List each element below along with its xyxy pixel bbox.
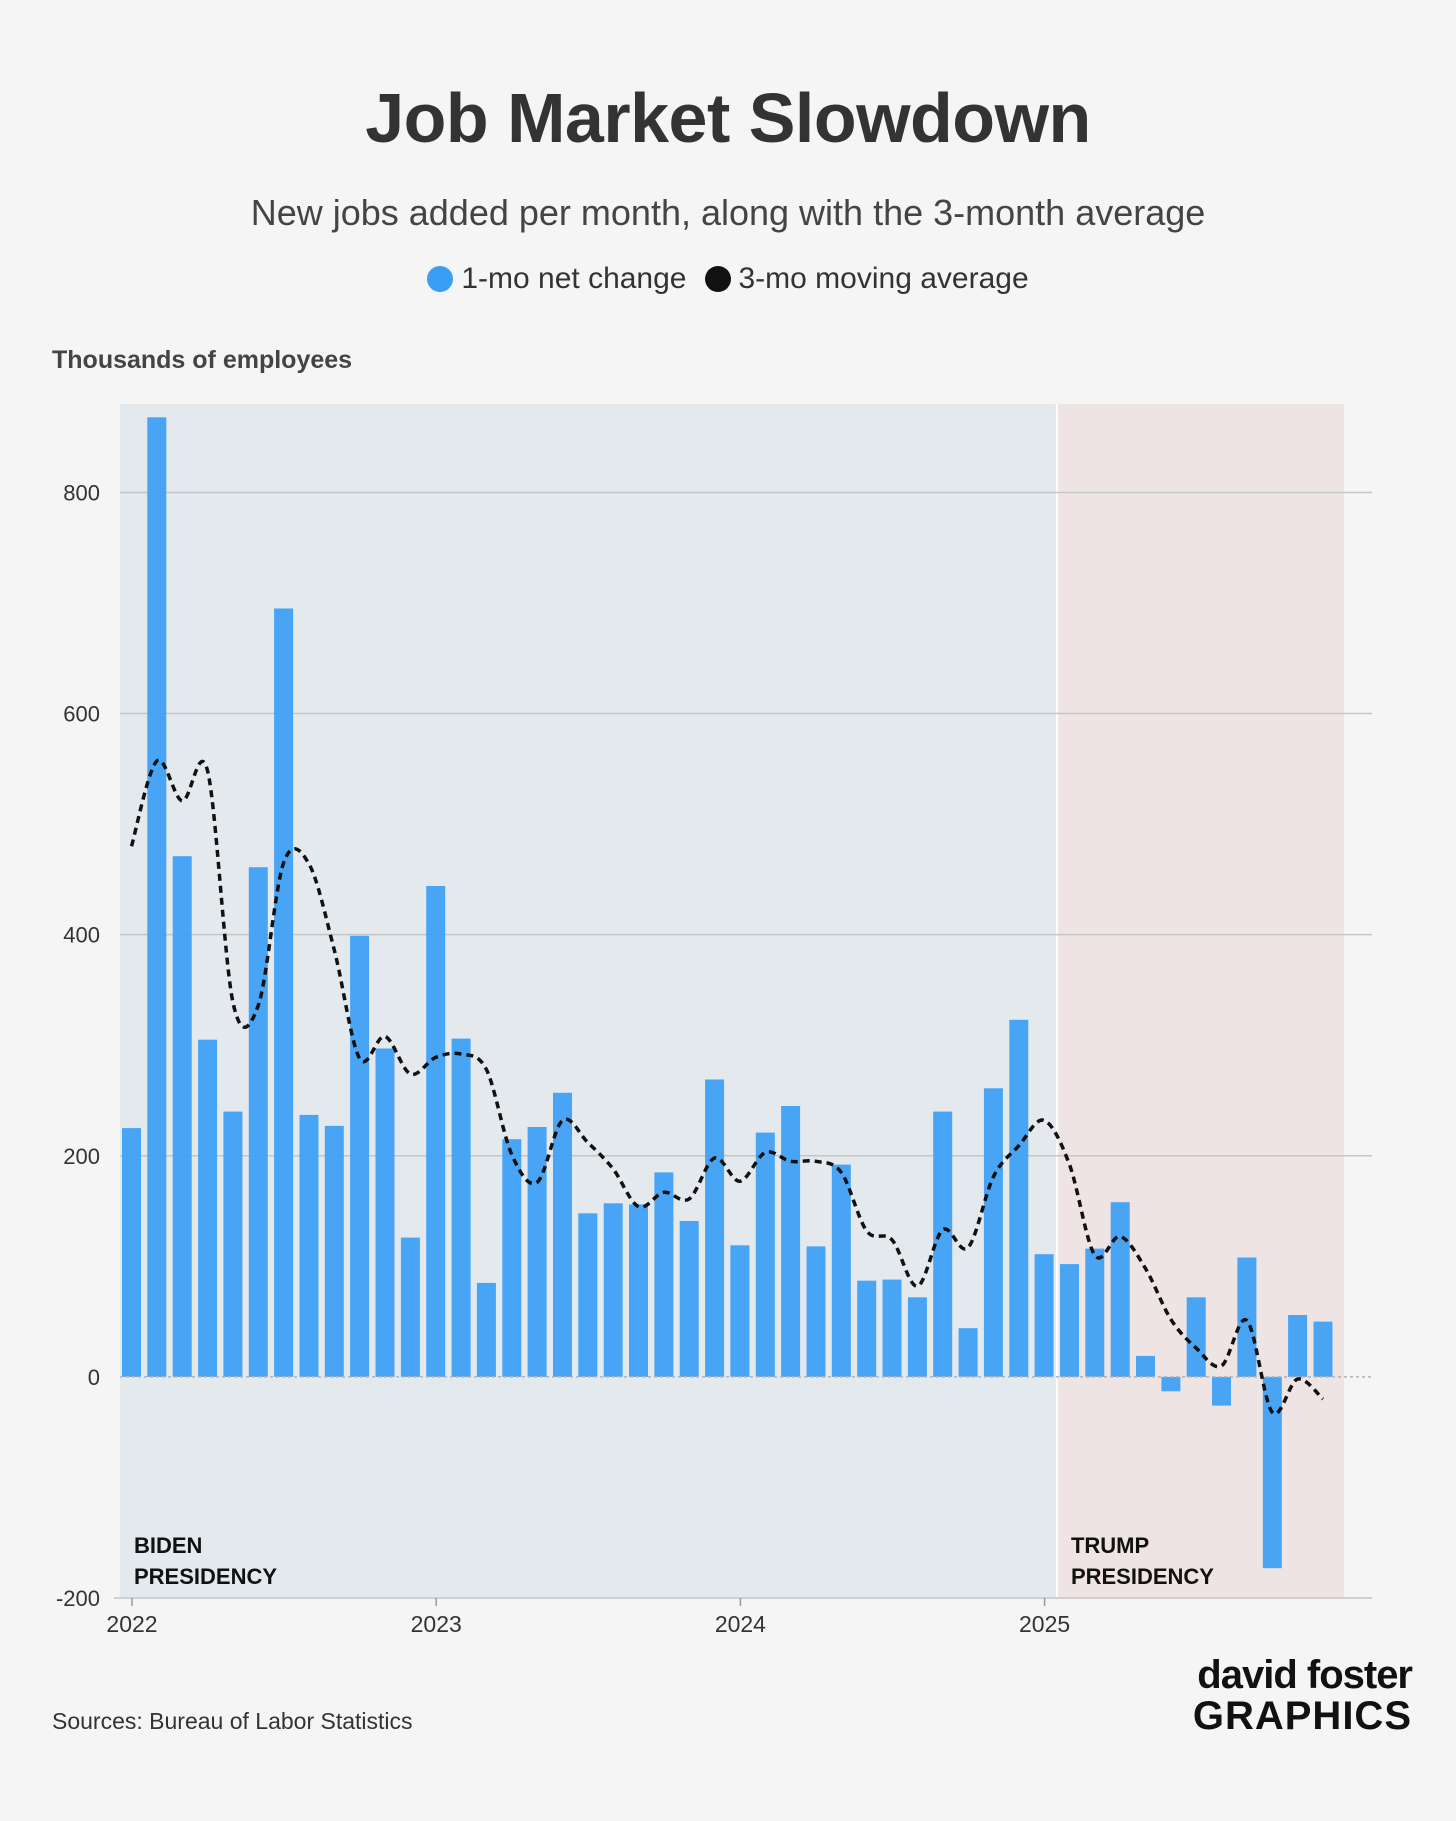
bar-2025-06	[1161, 1376, 1181, 1392]
bar-2024-11	[983, 1088, 1003, 1377]
source-note: Sources: Bureau of Labor Statistics	[52, 1708, 413, 1734]
bar-2022-07	[274, 608, 294, 1377]
bar-2022-10	[350, 935, 370, 1377]
legend-line-swatch	[704, 266, 731, 292]
bar-2025-03	[1085, 1248, 1105, 1377]
bar-2025-12	[1313, 1321, 1333, 1377]
bar-2023-02	[451, 1038, 471, 1377]
bar-2023-06	[553, 1092, 572, 1377]
y-tick-label-0: 0	[88, 1365, 100, 1390]
bar-2024-09	[933, 1111, 953, 1377]
bar-2022-11	[375, 1048, 395, 1377]
bar-2022-12	[400, 1237, 420, 1377]
bar-2025-10	[1262, 1376, 1282, 1569]
bar-2023-05	[527, 1127, 547, 1377]
bar-2023-08	[603, 1203, 623, 1377]
y-tick-label-800: 800	[63, 480, 100, 505]
chart-subtitle: New jobs added per month, along with the…	[250, 192, 1206, 233]
y-axis-label: Thousands of employees	[52, 346, 353, 374]
bar-2023-01	[426, 886, 446, 1377]
x-tick-label-2022: 2022	[106, 1611, 157, 1637]
x-tick-label-2024: 2024	[715, 1611, 766, 1637]
moving-average-line	[129, 758, 1325, 1416]
bar-2025-02	[1060, 1264, 1079, 1377]
bar-2024-07	[882, 1279, 902, 1377]
bar-2022-04	[198, 1039, 218, 1377]
annotation-1-line-1: PRESIDENCY	[1071, 1564, 1214, 1589]
bar-2022-01	[122, 1128, 141, 1377]
bar-2024-01	[730, 1245, 750, 1377]
bar-2023-12	[705, 1079, 725, 1377]
bar-2024-12	[1009, 1019, 1029, 1377]
bar-2024-05	[831, 1164, 851, 1377]
bar-2025-04	[1110, 1202, 1130, 1377]
x-tick-label-2025: 2025	[1019, 1611, 1070, 1637]
bar-2022-08	[299, 1114, 319, 1377]
bar-2025-01	[1034, 1254, 1054, 1377]
y-tick-label-400: 400	[63, 923, 100, 948]
bar-2024-04	[806, 1246, 826, 1377]
brand-line1: david foster	[1197, 1653, 1413, 1697]
y-tick-label-200: 200	[63, 1144, 100, 1169]
bar-2023-07	[578, 1213, 598, 1377]
bar-2023-11	[679, 1221, 699, 1377]
bar-2025-07	[1186, 1297, 1206, 1377]
bar-2025-08	[1212, 1376, 1231, 1406]
bar-2024-10	[958, 1328, 978, 1377]
legend-item-bars: 1-mo net change	[427, 262, 687, 296]
bar-2022-06	[248, 867, 268, 1377]
legend: 1-mo net change 3-mo moving average	[0, 262, 1456, 296]
bar-2024-08	[907, 1297, 927, 1377]
legend-bars-swatch	[427, 266, 454, 292]
bar-2022-09	[324, 1125, 344, 1377]
bar-2022-02	[147, 417, 167, 1377]
bar-2023-09	[629, 1204, 648, 1377]
bar-2022-03	[172, 856, 192, 1377]
legend-item-line: 3-mo moving average	[704, 262, 1029, 296]
bar-2024-03	[781, 1106, 801, 1377]
bar-2023-03	[476, 1282, 496, 1377]
bar-2024-06	[857, 1280, 877, 1377]
bar-2025-09	[1237, 1257, 1257, 1377]
bar-2024-02	[755, 1132, 775, 1377]
brand-line2: GRAPHICS	[1192, 1694, 1412, 1738]
annotation-1-line-0: TRUMP	[1071, 1533, 1149, 1558]
bar-2025-11	[1288, 1315, 1308, 1377]
chart-title: Job Market Slowdown	[365, 79, 1091, 157]
y-tick-label-600: 600	[63, 702, 100, 727]
bar-2023-04	[502, 1139, 522, 1377]
x-tick-label-2023: 2023	[411, 1611, 462, 1637]
bar-2025-05	[1136, 1355, 1155, 1377]
y-tick-label--200: -200	[56, 1586, 100, 1611]
legend-line-label: 3-mo moving average	[738, 262, 1029, 295]
bar-2023-10	[654, 1172, 674, 1377]
annotation-0-line-0: BIDEN	[134, 1533, 202, 1558]
annotation-0-line-1: PRESIDENCY	[134, 1564, 277, 1589]
bar-2022-05	[223, 1111, 243, 1377]
trump-presidency-region	[1056, 404, 1344, 1598]
legend-bars-label: 1-mo net change	[461, 262, 687, 295]
brand-logo: david foster GRAPHICS	[1182, 1653, 1413, 1738]
